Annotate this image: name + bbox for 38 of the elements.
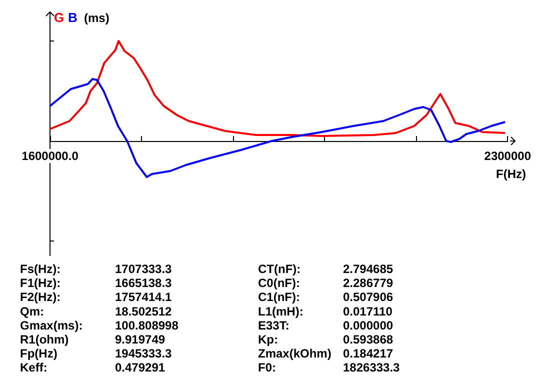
x-tick-label: 1600000.0 <box>22 149 79 163</box>
text: 0.479291 <box>115 360 166 375</box>
text: CT(nF): <box>258 262 301 276</box>
text: R1(ohm) <box>20 332 69 346</box>
text: Qm: <box>20 304 44 318</box>
text: C1(nF): <box>258 290 300 304</box>
text: 1757414.1 <box>115 290 172 304</box>
x-tick-label: 2300000 <box>484 149 532 163</box>
y-axis-title: (ms) <box>84 11 110 25</box>
text: G <box>54 10 64 25</box>
text: 1826333.3 <box>343 360 400 375</box>
text: F2(Hz): <box>20 290 61 304</box>
text: 0.507906 <box>343 290 394 304</box>
text: 1945333.3 <box>115 346 172 361</box>
text: 18.502512 <box>115 304 172 318</box>
text: 0.593868 <box>343 332 394 346</box>
x-axis-title: F(Hz) <box>496 167 526 181</box>
text: 2.794685 <box>343 262 394 276</box>
text: 0.017110 <box>343 304 393 318</box>
text: 2.286779 <box>343 276 394 290</box>
text: 9.919749 <box>115 332 166 346</box>
text: 1707333.3 <box>115 262 172 276</box>
text: Fp(Hz) <box>20 346 58 361</box>
text: C0(nF): <box>258 276 300 290</box>
text: Kp: <box>258 332 278 346</box>
text: Fs(Hz): <box>20 262 61 276</box>
text: E33T: <box>258 318 290 332</box>
text: Keff: <box>20 360 48 375</box>
text: 100.808998 <box>115 318 179 332</box>
text: 1665138.3 <box>115 276 172 290</box>
text: L1(mH): <box>258 304 304 318</box>
text: F0: <box>258 360 276 375</box>
text: Gmax(ms): <box>20 318 83 332</box>
text: F1(Hz): <box>20 276 61 290</box>
text: 0.000000 <box>343 318 394 332</box>
text: Zmax(kOhm) <box>258 346 332 361</box>
text: 0.184217 <box>343 346 394 361</box>
text: B <box>68 10 78 25</box>
